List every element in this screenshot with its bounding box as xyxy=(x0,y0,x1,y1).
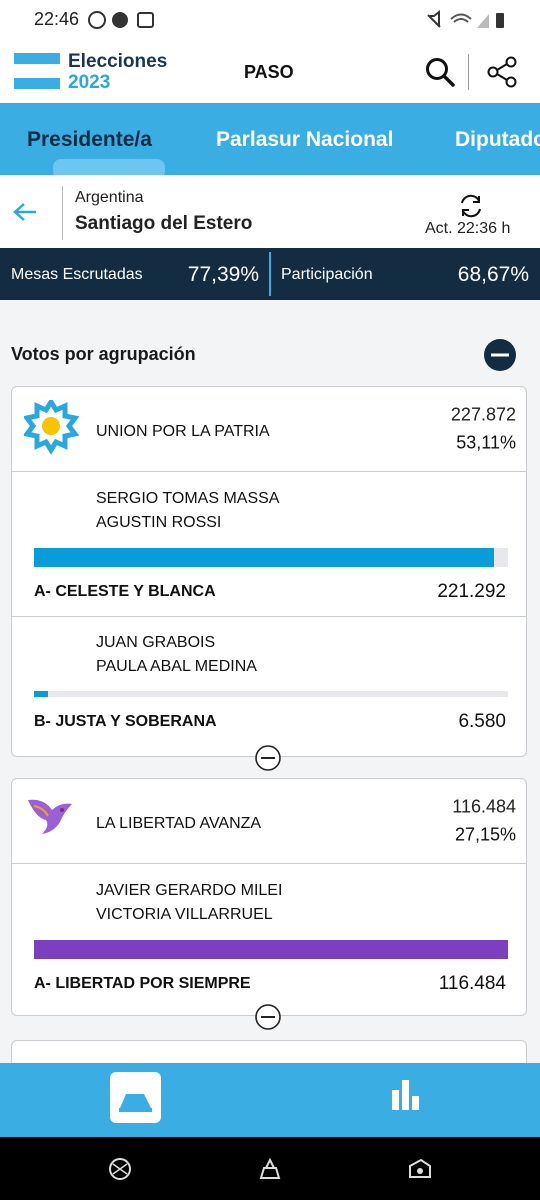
bottom-nav xyxy=(0,1063,540,1137)
list-name: A- CELESTE Y BLANCA xyxy=(34,583,216,600)
party-percent: 53,11% xyxy=(456,432,516,453)
clock: 22:46 xyxy=(34,9,80,29)
candidate-name: VICTORIA VILLARRUEL xyxy=(96,906,273,923)
ballot-tab[interactable] xyxy=(110,1072,161,1123)
vote-bar xyxy=(34,940,508,959)
tab-bar: Presidente/a Parlasur Nacional Diputados xyxy=(0,103,540,175)
party-card: LA LIBERTAD AVANZA 116.484 27,15% JAVIER GE… xyxy=(11,778,527,1030)
search-button[interactable] xyxy=(424,56,456,88)
collapse-all-button[interactable] xyxy=(483,338,517,372)
system-nav xyxy=(0,1137,540,1200)
country: Argentina xyxy=(75,189,144,206)
turnout-label: Participación xyxy=(281,266,373,283)
tab[interactable]: Diputados xyxy=(455,128,540,151)
nav-icon[interactable] xyxy=(257,1156,283,1182)
divider xyxy=(12,863,526,864)
turnout-value: 68,67% xyxy=(457,263,529,286)
list-name: B- JUSTA Y SOBERANA xyxy=(34,713,217,730)
system-icons xyxy=(427,10,504,28)
vote-bar xyxy=(34,548,495,567)
counted-value: 77,39% xyxy=(187,263,259,286)
app-header: Elecciones 2023 PASO xyxy=(0,40,540,103)
divider xyxy=(12,471,526,472)
logo-year: 2023 xyxy=(68,72,111,93)
collapse-button[interactable] xyxy=(254,744,282,772)
list-votes: 221.292 xyxy=(437,581,506,602)
refresh-button[interactable] xyxy=(458,193,484,219)
party-card: UNION POR LA PATRIA 227.872 53,11% SERGIO T… xyxy=(11,386,527,771)
results-tab[interactable] xyxy=(390,1078,422,1112)
logo-flag xyxy=(14,53,60,89)
vote-bar xyxy=(34,691,48,697)
location-bar: Argentina Santiago del Estero Act. 22:36… xyxy=(0,175,540,248)
divider xyxy=(12,616,526,617)
nav-icon[interactable] xyxy=(107,1156,133,1182)
party-name: UNION POR LA PATRIA xyxy=(96,423,270,440)
stats-bar: Mesas Escrutadas 77,39% Participación 68… xyxy=(0,248,540,300)
stats-divider xyxy=(269,252,271,296)
party-logo xyxy=(28,799,72,834)
candidate-name: JUAN GRABOIS xyxy=(96,634,216,651)
vote-bar-track xyxy=(34,691,508,697)
collapse-button[interactable] xyxy=(254,1003,282,1031)
list-votes: 6.580 xyxy=(458,711,506,732)
party-votes: 116.484 xyxy=(452,796,516,817)
tab[interactable]: Parlasur Nacional xyxy=(216,128,394,151)
district: Santiago del Estero xyxy=(75,213,253,234)
updated-time: Act. 22:36 h xyxy=(425,220,511,237)
tab-active[interactable]: Presidente/a xyxy=(27,128,152,151)
location-divider xyxy=(62,186,63,240)
logo-title: Elecciones xyxy=(68,51,168,72)
party-percent: 27,15% xyxy=(454,824,516,845)
party-logo xyxy=(24,400,80,455)
candidate-name: JAVIER GERARDO MILEI xyxy=(96,882,283,899)
list-votes: 116.484 xyxy=(438,973,506,994)
candidate-name: PAULA ABAL MEDINA xyxy=(96,658,257,675)
status-bar: 22:46 xyxy=(0,0,540,40)
page-title: PASO xyxy=(244,62,294,82)
ballot-icon xyxy=(119,1094,152,1112)
share-button[interactable] xyxy=(487,56,519,88)
list-name: A- LIBERTAD POR SIEMPRE xyxy=(34,975,251,992)
nav-icon[interactable] xyxy=(407,1156,433,1182)
back-button[interactable] xyxy=(12,201,38,223)
candidate-name: SERGIO TOMAS MASSA xyxy=(96,490,280,507)
section-title: Votos por agrupación xyxy=(11,344,196,364)
candidate-name: AGUSTIN ROSSI xyxy=(96,514,222,531)
notification-icons xyxy=(88,11,154,29)
party-name: LA LIBERTAD AVANZA xyxy=(96,815,262,832)
header-divider xyxy=(468,54,469,90)
tab-indicator xyxy=(53,159,165,175)
party-votes: 227.872 xyxy=(450,404,516,425)
counted-label: Mesas Escrutadas xyxy=(11,266,143,283)
